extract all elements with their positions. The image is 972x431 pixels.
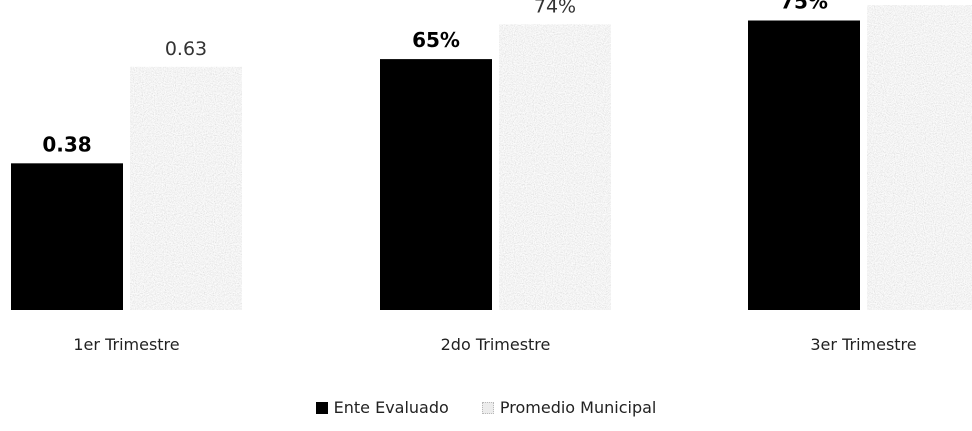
legend-swatch-promedio-municipal bbox=[481, 401, 494, 414]
category-label-1er-trimestre: 1er Trimestre bbox=[73, 335, 179, 354]
legend-label-promedio-municipal: Promedio Municipal bbox=[499, 398, 657, 417]
bar-promedio-municipal-1er-trimestre bbox=[130, 66, 242, 310]
legend-item-ente-evaluado: Ente Evaluado bbox=[315, 398, 449, 417]
data-label-promedio-municipal-2do-trimestre: 74% bbox=[534, 0, 576, 17]
data-label-ente-evaluado-2do-trimestre: 65% bbox=[412, 28, 460, 52]
category-label-3er-trimestre: 3er Trimestre bbox=[810, 335, 916, 354]
bar-promedio-municipal-2do-trimestre bbox=[499, 24, 611, 311]
category-label-2do-trimestre: 2do Trimestre bbox=[441, 335, 551, 354]
bar-ente-evaluado-3er-trimestre bbox=[748, 20, 860, 310]
legend-swatch-ente-evaluado bbox=[315, 401, 328, 414]
legend: Ente Evaluado Promedio Municipal bbox=[0, 398, 972, 418]
bar-ente-evaluado-1er-trimestre bbox=[11, 163, 123, 310]
data-label-ente-evaluado-3er-trimestre: 75% bbox=[780, 0, 828, 14]
legend-item-promedio-municipal: Promedio Municipal bbox=[481, 398, 657, 417]
bar-promedio-municipal-3er-trimestre bbox=[867, 5, 972, 311]
data-label-ente-evaluado-1er-trimestre: 0.38 bbox=[42, 132, 91, 156]
data-label-promedio-municipal-1er-trimestre: 0.63 bbox=[165, 38, 207, 60]
legend-label-ente-evaluado: Ente Evaluado bbox=[333, 398, 449, 417]
bar-ente-evaluado-2do-trimestre bbox=[380, 59, 492, 310]
